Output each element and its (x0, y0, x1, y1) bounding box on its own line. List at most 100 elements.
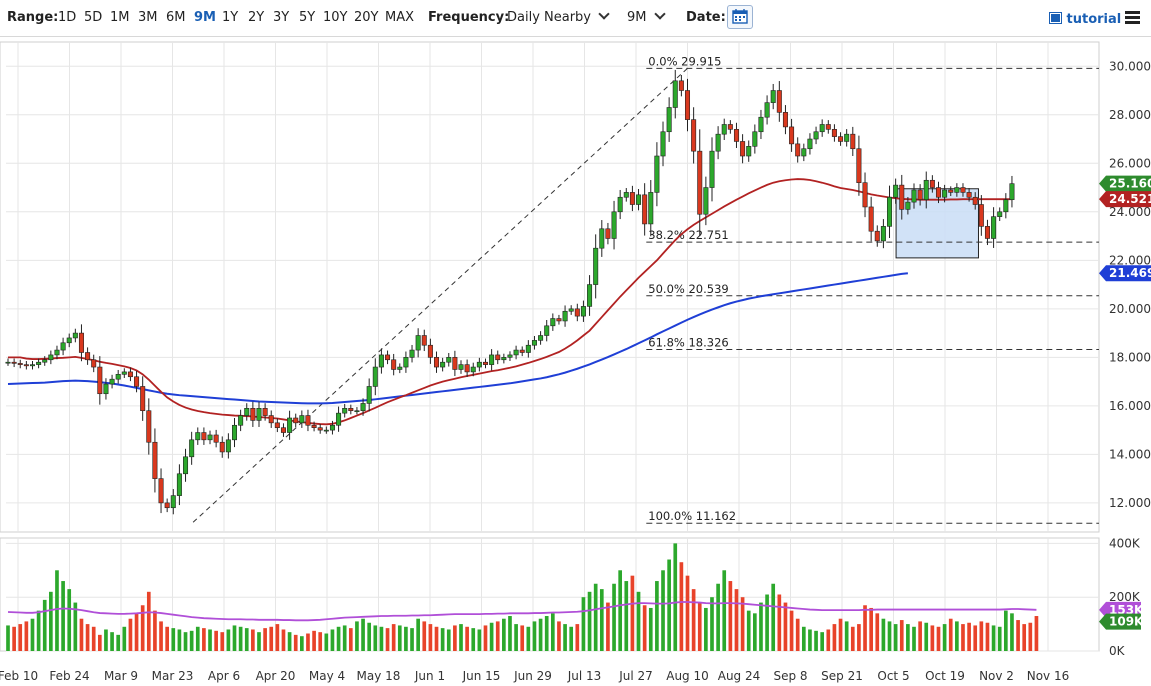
volume-badge-label: 109K (1109, 615, 1144, 629)
candle-body (733, 129, 739, 142)
candle-body (464, 364, 470, 373)
candle-body (403, 357, 409, 368)
candle-body (709, 150, 715, 188)
volume-bar (318, 632, 323, 651)
volume-bar (955, 621, 959, 651)
price-panel-frame (0, 41, 1100, 533)
range-button-10y[interactable]: 10Y (323, 10, 348, 25)
candle-body (556, 318, 562, 322)
range-button-1d[interactable]: 1D (58, 10, 77, 25)
candle-body (887, 196, 893, 227)
volume-bar (275, 624, 280, 651)
candle-body (372, 366, 378, 387)
candle-body (978, 204, 984, 227)
x-tick-label: Nov 2 (979, 669, 1014, 683)
candle-body (287, 417, 293, 433)
volume-bar (612, 583, 616, 651)
date-picker-button[interactable] (727, 5, 753, 29)
range-button-9m[interactable]: 9M (194, 10, 216, 25)
volume-bar (1034, 616, 1039, 651)
volume-bar (1028, 622, 1033, 651)
candle-body (397, 366, 403, 370)
range-button-1m[interactable]: 1M (110, 10, 130, 25)
volume-bar (459, 624, 463, 651)
price-badge-label: 24.521 (1109, 192, 1151, 206)
x-tick-label: Oct 5 (877, 669, 909, 683)
price-tick-label: 16.000 (1109, 399, 1151, 413)
volume-bar (716, 583, 720, 651)
volume-bar (857, 624, 861, 651)
volume-bar (875, 613, 880, 651)
candle-body (311, 424, 317, 428)
menu-icon[interactable] (1125, 11, 1140, 25)
candle-body (801, 148, 807, 157)
volume-bar (624, 581, 629, 651)
volume-bar (697, 602, 702, 651)
tutorial-link[interactable]: tutorial (1049, 12, 1121, 27)
price-tick-label: 26.000 (1109, 156, 1151, 170)
volume-bar (79, 618, 84, 651)
volume-bar (538, 618, 543, 651)
candle-body (385, 354, 391, 361)
candle-body (611, 211, 617, 239)
fib-label: 38.2% 22.751 (648, 228, 728, 242)
candle-body (697, 150, 703, 215)
volume-bar (997, 626, 1002, 651)
date-label: Date: (686, 10, 726, 25)
x-tick-label: Apr 20 (256, 669, 296, 683)
range-button-2y[interactable]: 2Y (248, 10, 265, 25)
range-button-5d[interactable]: 5D (84, 10, 103, 25)
volume-panel (6, 543, 1039, 651)
price-tick-label: 22.000 (1109, 253, 1151, 267)
price-tick-label: 12.000 (1109, 496, 1151, 510)
volume-bar (863, 605, 867, 651)
candle-body (599, 228, 605, 249)
volume-bar (153, 610, 157, 651)
range-button-1y[interactable]: 1Y (222, 10, 239, 25)
candle-body (770, 90, 776, 103)
range-button-5y[interactable]: 5Y (299, 10, 316, 25)
volume-bar (685, 575, 690, 651)
candle-body (152, 441, 158, 479)
candle-body (617, 196, 623, 213)
volume-bar (587, 591, 592, 651)
range-button-6m[interactable]: 6M (166, 10, 186, 25)
candle-body (495, 354, 501, 361)
range-button-max[interactable]: MAX (385, 10, 415, 25)
candle-body (678, 80, 684, 91)
candle-body (231, 424, 238, 441)
range-button-3y[interactable]: 3Y (273, 10, 290, 25)
volume-bar (679, 562, 684, 651)
range-button-3m[interactable]: 3M (138, 10, 158, 25)
candle-body (623, 192, 629, 198)
volume-bar (12, 626, 16, 651)
candle-body (642, 194, 648, 225)
volume-bar (324, 633, 329, 651)
candle-body (562, 310, 568, 322)
period-dropdown[interactable]: 9M (627, 8, 666, 25)
volume-bar (508, 616, 512, 651)
volume-bar (691, 589, 696, 651)
price-tick-label: 24.000 (1109, 205, 1151, 219)
frequency-dropdown[interactable]: Daily Nearby (507, 8, 610, 25)
candle-body (648, 192, 654, 225)
volume-bar (61, 581, 65, 651)
volume-bar (171, 628, 176, 651)
volume-bar (73, 602, 78, 651)
volume-bar (116, 634, 121, 651)
candle-body (121, 371, 127, 375)
calendar-icon (732, 9, 748, 24)
candle-body (391, 359, 397, 370)
fib-label: 61.8% 18.326 (648, 335, 728, 349)
candle-body (715, 133, 721, 152)
volume-bar (483, 625, 488, 651)
candle-body (140, 386, 146, 412)
grid (0, 41, 1100, 652)
range-button-20y[interactable]: 20Y (354, 10, 379, 25)
price-tick-label: 28.000 (1109, 108, 1151, 122)
volume-bar (55, 570, 59, 651)
volume-bar (826, 629, 831, 651)
candle-body (250, 407, 256, 421)
volume-bar (814, 630, 818, 651)
volume-bar (281, 629, 286, 651)
